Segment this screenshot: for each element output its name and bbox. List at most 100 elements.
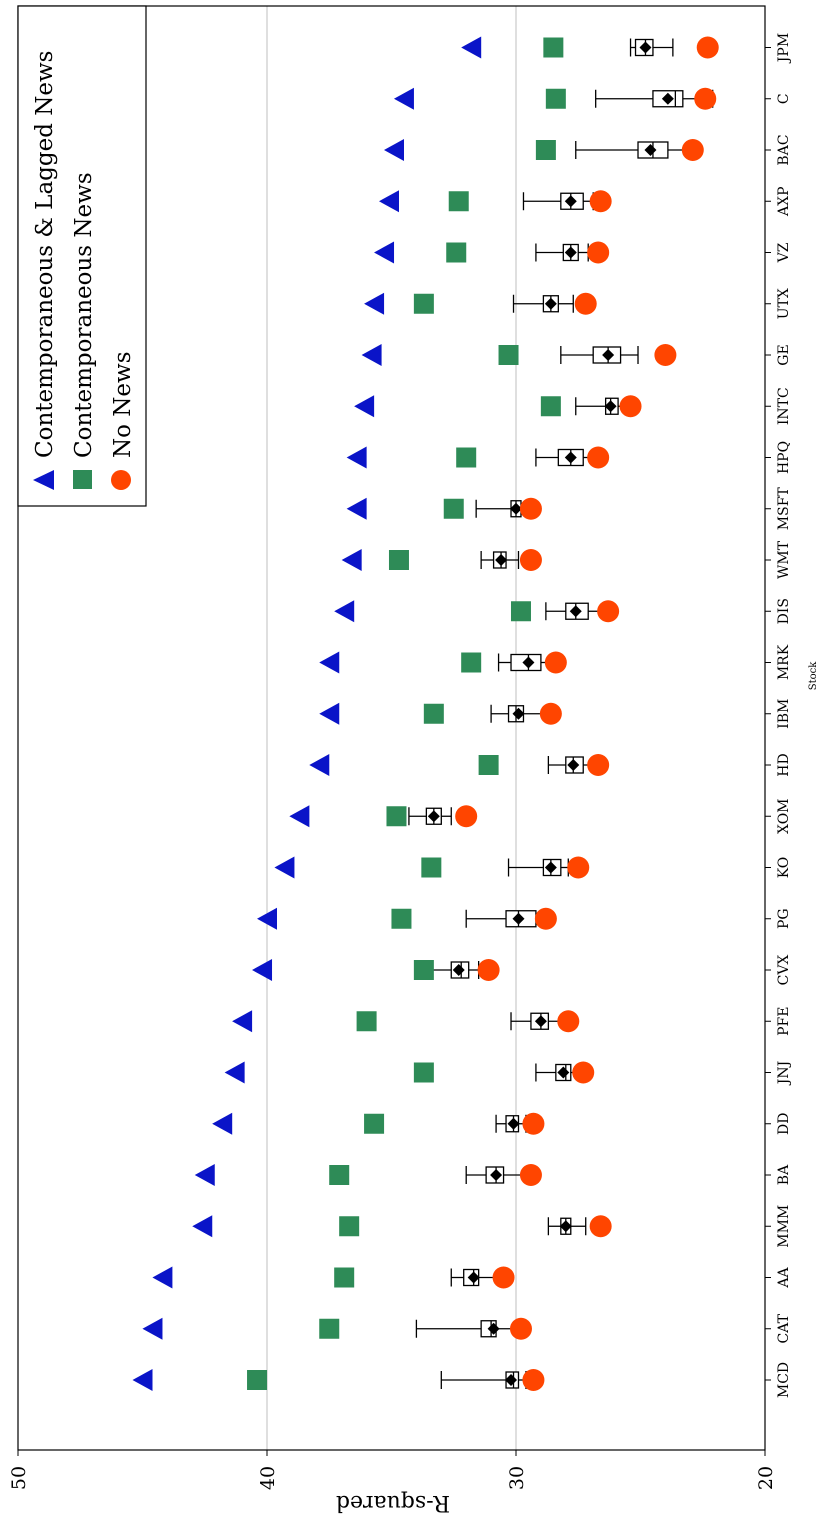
circle-point-ba (519, 1164, 542, 1186)
category-label-utx: UTX (776, 288, 792, 319)
mean-diamond (569, 605, 582, 618)
legend-entry-lagged: Contemporaneous & Lagged News (32, 51, 58, 490)
legend: Contemporaneous & Lagged News Contempora… (17, 5, 147, 507)
triangle-marker-icon (33, 470, 54, 490)
triangle-point-bac (383, 139, 404, 161)
circle-point-mrk (544, 651, 567, 674)
mean-diamond (487, 1322, 500, 1335)
category-label-ko: KO (776, 857, 792, 879)
square-point-vz (446, 242, 467, 263)
mean-diamond (512, 707, 525, 720)
circle-point-xom (455, 805, 478, 828)
square-point-xom (386, 806, 407, 827)
square-point-axp (448, 191, 469, 212)
square-point-ge (498, 345, 519, 365)
mean-diamond (490, 1169, 503, 1181)
category-label-wmt: WMT (776, 540, 792, 579)
mean-diamond (507, 1117, 520, 1130)
category-label-dd: DD (776, 1113, 792, 1135)
boxplot-cat (415, 1319, 522, 1338)
triangle-point-msft (346, 497, 367, 520)
square-point-intc (540, 396, 561, 417)
legend-label-lagged: Contemporaneous & Lagged News (32, 51, 58, 459)
triangle-point-hd (309, 754, 330, 776)
triangle-point-mcd (132, 1369, 153, 1391)
square-point-ba (329, 1165, 350, 1185)
triangle-point-vz (374, 241, 395, 264)
triangle-point-c (393, 87, 414, 110)
circle-point-axp (589, 190, 612, 213)
triangle-point-ge (361, 344, 382, 366)
triangle-point-jnj (224, 1061, 245, 1084)
category-label-hd: HD (776, 753, 792, 776)
square-point-utx (413, 293, 434, 314)
circle-point-jnj (572, 1061, 595, 1084)
square-point-c (545, 88, 566, 109)
category-label-cat: CAT (776, 1313, 792, 1343)
mean-diamond (544, 861, 557, 874)
circle-point-hd (587, 754, 610, 776)
value-tick-label-50: 50 (8, 1466, 30, 1490)
square-point-cat (319, 1318, 340, 1339)
circle-point-cat (509, 1317, 532, 1340)
triangle-point-intc (354, 395, 375, 418)
boxplot-cvx (430, 961, 480, 979)
square-point-wmt (388, 550, 409, 570)
series-triangle-points (132, 36, 482, 1391)
category-label-axp: AXP (776, 187, 792, 218)
square-point-mmm (339, 1216, 360, 1237)
triangle-point-aa (152, 1266, 173, 1289)
triangle-point-cat (142, 1317, 163, 1340)
legend-label-no-news: No News (110, 351, 136, 458)
boxplot-ge (560, 346, 639, 364)
circle-point-vz (587, 241, 610, 264)
value-tick-label-30: 30 (506, 1466, 528, 1490)
category-label-jpm: JPM (776, 33, 792, 64)
boxplot-pfe (510, 1012, 567, 1031)
triangle-point-axp (379, 190, 400, 213)
mean-diamond (564, 195, 577, 208)
square-point-mcd (247, 1370, 268, 1390)
triangle-point-ko (274, 856, 295, 879)
triangle-point-utx (364, 292, 385, 315)
mean-diamond (522, 656, 535, 669)
triangle-point-hpq (346, 446, 367, 469)
mean-diamond (564, 246, 577, 259)
square-point-pg (391, 908, 412, 929)
boxplot-dis (545, 602, 604, 621)
square-point-pfe (356, 1011, 377, 1032)
triangle-point-cvx (252, 959, 273, 981)
value-axis: 20 30 40 50 (8, 1450, 777, 1490)
triangle-point-xom (289, 805, 310, 828)
boxplot-xom (408, 807, 452, 826)
mean-diamond (512, 912, 525, 925)
circle-point-aa (492, 1266, 515, 1289)
category-label-c: C (776, 93, 792, 104)
boxplot-wmt (480, 551, 520, 569)
square-point-msft (443, 498, 464, 519)
plot-area (132, 6, 719, 1450)
category-axis: MCD CAT AA MMM BA DD JNJ PFE CVX PG KO XOM HD IBM MRK D… (765, 33, 792, 1398)
circle-point-ko (567, 856, 590, 879)
square-point-cvx (413, 960, 434, 980)
square-point-mrk (461, 652, 482, 673)
boxplot-mmm (547, 1217, 587, 1236)
triangle-point-pfe (232, 1010, 253, 1033)
triangle-point-jpm (461, 36, 482, 59)
mean-diamond (510, 502, 522, 515)
circle-point-mmm (589, 1215, 612, 1238)
circle-point-msft (519, 497, 542, 520)
legend-box (17, 5, 147, 507)
mean-diamond (505, 1374, 518, 1386)
circle-point-jpm (696, 36, 719, 59)
category-label-aa: AA (776, 1267, 792, 1289)
mean-diamond (567, 759, 580, 771)
square-point-bac (535, 140, 556, 160)
plot-frame (17, 5, 766, 1451)
category-label-ibm: IBM (776, 699, 792, 729)
mean-diamond (559, 1220, 572, 1233)
square-point-jnj (413, 1062, 434, 1083)
triangle-point-ba (194, 1164, 215, 1186)
mean-diamond (644, 144, 657, 156)
